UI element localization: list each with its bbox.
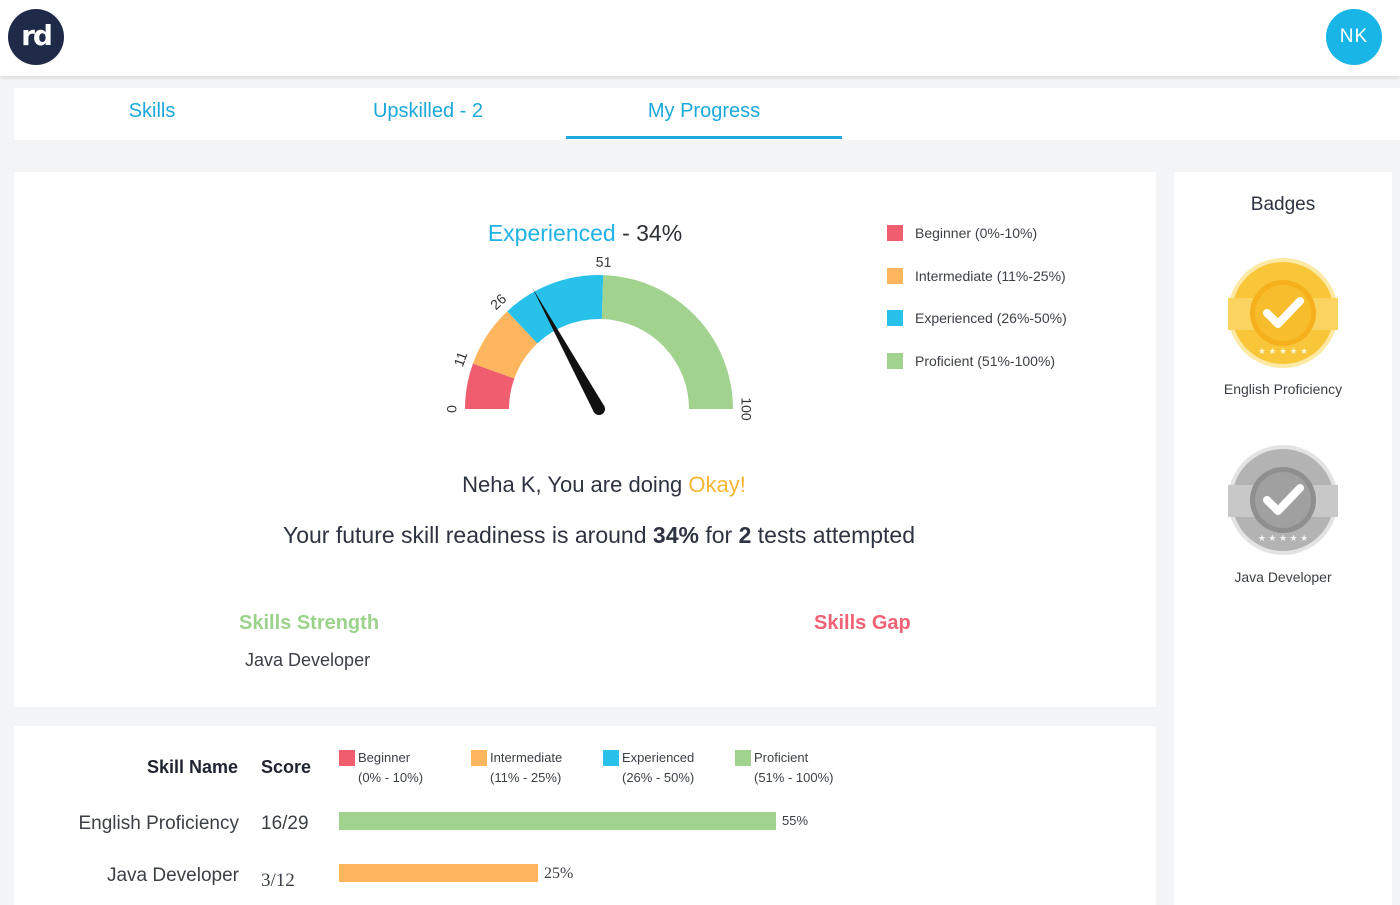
- legend-label: Intermediate: [490, 750, 563, 765]
- legend-range: (51% - 100%): [754, 770, 834, 785]
- gauge-tick-label: 51: [596, 257, 612, 270]
- readiness-message: Your future skill readiness is around 34…: [14, 522, 1184, 549]
- logo[interactable]: rd: [8, 9, 64, 65]
- table-legend-experienced: Experienced (26% - 50%): [603, 748, 695, 788]
- gauge-segment-experienced: [507, 275, 604, 344]
- tests-count: 2: [738, 522, 752, 548]
- tab-bar: Skills Upskilled - 2 My Progress: [14, 88, 1400, 140]
- svg-text:★ ★ ★ ★ ★: ★ ★ ★ ★ ★: [1258, 346, 1308, 356]
- table-row-name: Java Developer: [106, 865, 239, 886]
- gauge-tick-label: 11: [450, 349, 470, 368]
- skills-strength-title: Skills Strength: [239, 612, 380, 634]
- legend-item-beginner: Beginner (0%-10%): [887, 223, 1037, 243]
- readiness-percent: 34%: [652, 522, 699, 548]
- column-header-skill-name: Skill Name: [147, 757, 239, 777]
- gauge-value-text: - 34%: [622, 220, 683, 246]
- readiness-post: tests attempted: [751, 522, 916, 548]
- legend-item-experienced: Experienced (26%-50%): [887, 308, 1067, 328]
- svg-text:★ ★ ★ ★ ★: ★ ★ ★ ★ ★: [1258, 533, 1308, 543]
- readiness-pre: Your future skill readiness is around: [282, 522, 653, 548]
- gauge-needle-hub: [593, 403, 605, 415]
- legend-item-proficient: Proficient (51%-100%): [887, 351, 1055, 371]
- gauge-level-label: Experienced: [487, 220, 616, 246]
- gold-badge-icon[interactable]: ★ ★ ★ ★ ★: [1226, 256, 1340, 370]
- tab-skills[interactable]: Skills: [128, 100, 176, 122]
- legend-swatch: [887, 268, 903, 284]
- column-header-score: Score: [261, 757, 312, 777]
- gauge-tick-label: 0: [444, 405, 460, 413]
- progress-card: Experienced - 34% 0 11 26 51 100 Beginner (0…: [14, 172, 1156, 707]
- gauge-segment-proficient: [601, 275, 733, 409]
- table-row-score: 16/29: [261, 813, 309, 834]
- legend-swatch: [735, 750, 751, 766]
- legend-swatch: [471, 750, 487, 766]
- table-row-score: 3/12: [261, 870, 295, 891]
- tab-my-progress[interactable]: My Progress: [566, 88, 842, 139]
- legend-range: (26% - 50%): [622, 770, 695, 785]
- rating-text: Okay!: [688, 472, 746, 497]
- legend-swatch: [603, 750, 619, 766]
- legend-swatch: [887, 225, 903, 241]
- legend-swatch: [887, 310, 903, 326]
- gauge-tick-label: 26: [487, 290, 509, 312]
- legend-label: Experienced (26%-50%): [915, 310, 1067, 326]
- table-legend-intermediate: Intermediate (11% - 25%): [471, 748, 563, 788]
- gauge-needle: [532, 288, 605, 412]
- performance-message: Neha K, You are doing Okay!: [14, 472, 1194, 498]
- silver-badge-icon[interactable]: ★ ★ ★ ★ ★: [1226, 443, 1340, 557]
- tab-upskilled[interactable]: Upskilled - 2: [372, 100, 484, 122]
- legend-label: Proficient (51%-100%): [915, 353, 1056, 369]
- score-bar: [339, 812, 776, 830]
- badge-label-english: English Proficiency: [1223, 381, 1343, 397]
- gauge-title: Experienced - 34%: [14, 220, 1156, 247]
- legend-item-intermediate: Intermediate (11%-25%): [887, 266, 1066, 286]
- avatar[interactable]: NK: [1326, 9, 1382, 65]
- legend-swatch: [339, 750, 355, 766]
- skills-strength-item: Java Developer: [245, 650, 371, 670]
- score-bar: [339, 864, 538, 882]
- legend-label: Beginner (0%-10%): [915, 225, 1038, 241]
- table-legend-proficient: Proficient (51% - 100%): [735, 748, 834, 788]
- legend-label: Beginner: [358, 750, 411, 765]
- score-bar-label: 25%: [544, 865, 574, 882]
- gauge-segment-beginner: [465, 363, 515, 409]
- legend-label: Experienced: [622, 750, 695, 765]
- readiness-mid: for: [698, 522, 739, 548]
- top-bar: rd NK: [0, 0, 1400, 76]
- greeting-text: Neha K, You are doing: [462, 472, 689, 497]
- legend-label: Proficient: [754, 750, 809, 765]
- table-legend-beginner: Beginner (0% - 10%): [339, 748, 424, 788]
- skills-gap-title: Skills Gap: [814, 612, 911, 634]
- progress-gauge: 0 11 26 51 100: [444, 257, 755, 421]
- legend-swatch: [887, 353, 903, 369]
- legend-label: Intermediate (11%-25%): [915, 268, 1066, 284]
- badges-title: Badges: [1250, 194, 1316, 215]
- legend-range: (11% - 25%): [490, 770, 562, 785]
- score-bar-label: 55%: [782, 813, 809, 828]
- table-row-name: English Proficiency: [78, 813, 239, 834]
- gauge-segment-intermediate: [472, 311, 538, 379]
- gauge-tick-label: 100: [738, 397, 754, 421]
- badge-label-java: Java Developer: [1234, 569, 1332, 585]
- legend-range: (0% - 10%): [358, 770, 424, 785]
